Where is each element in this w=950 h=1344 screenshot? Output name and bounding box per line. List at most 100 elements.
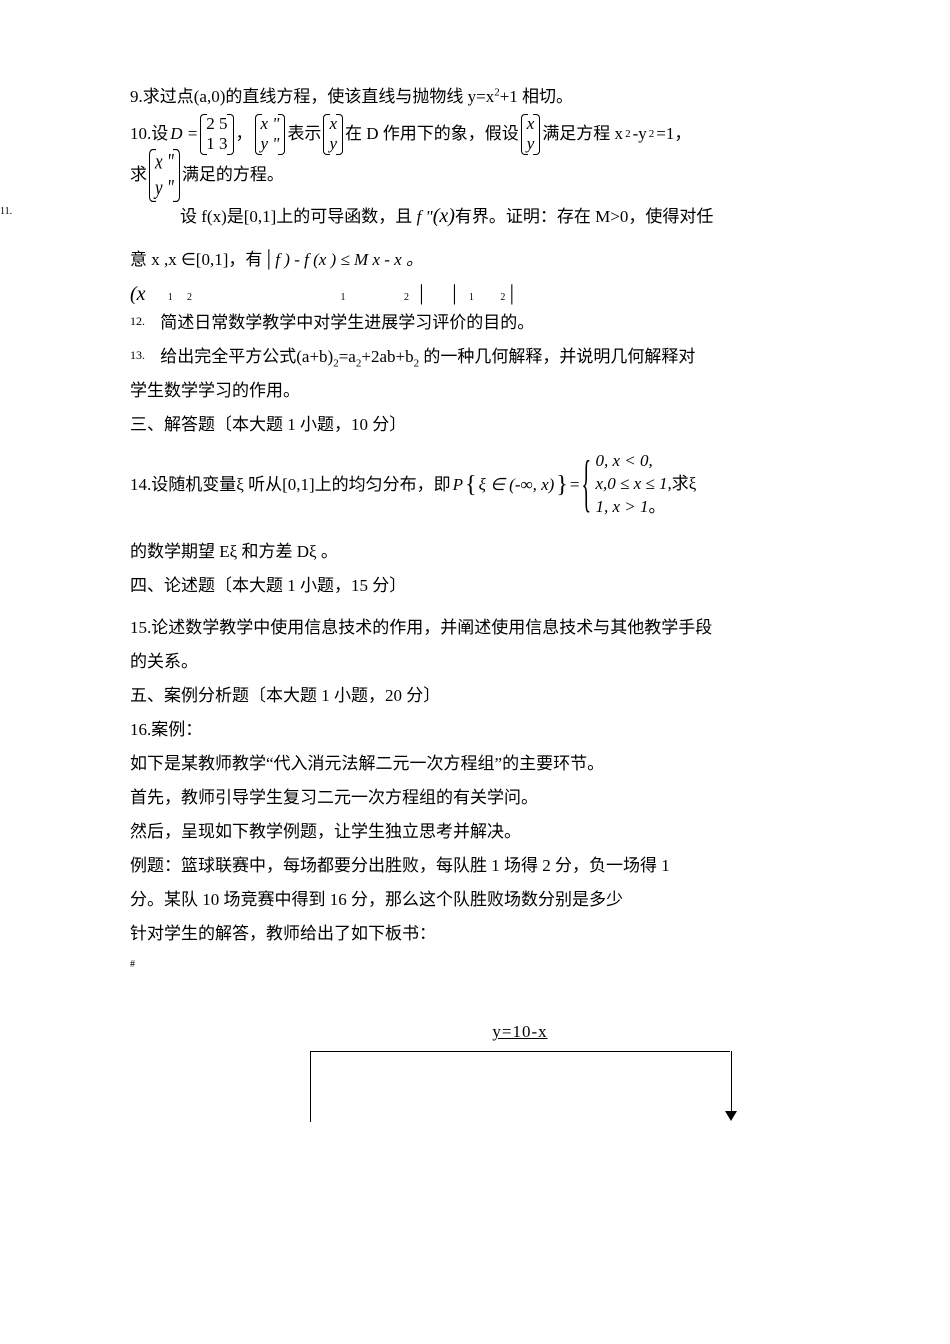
matrix-xy2-r2: y [329,134,337,154]
q11-fp: f " [417,207,433,226]
question-10-line2: 求 x " y " 满足的方程。 [130,155,820,196]
matrix-xy1-r1: x " [261,114,280,134]
q15-b: 的关系。 [130,652,198,671]
q16-line-f: 针对学生的解答，教师给出了如下板书： [130,917,820,951]
q14-tail: 求ξ [672,474,697,493]
q10-mid3: 满足方程 x [542,117,623,151]
q16-line-e: 分。某队 10 场竞赛中得到 16 分，那么这个队胜败场数分别是多少 [130,883,820,917]
q15-a: 15.论述数学教学中使用信息技术的作用，并阐述使用信息技术与其他教学手段 [130,618,712,637]
question-11-line1: 11. 设 f(x)是[0,1]上的可导函数，且 f "(x)有界。证明：存在 … [130,196,820,236]
q9-tail: +1 相切。 [500,87,573,106]
q9-text: 9.求过点(a,0)的直线方程，使该直线与抛物线 y=x [130,87,494,106]
comma: ， [236,117,253,151]
q16-d: 例题：篮球联赛中，每场都要分出胜败，每队胜 1 场得 2 分，负一场得 1 [130,856,670,875]
q16-line-d: 例题：篮球联赛中，每场都要分出胜败，每队胜 1 场得 2 分，负一场得 1 [130,849,820,883]
q13-d: 的一种几何解释，并说明几何解释对 [419,347,695,366]
q10-mid2: 在 D 作用下的象，假设 [345,117,519,151]
q16-b: 首先，教师引导学生复习二元一次方程组的有关学问。 [130,788,538,807]
q16-e: 分。某队 10 场竞赛中得到 16 分，那么这个队胜败场数分别是多少 [130,890,623,909]
q14-b: 的数学期望 Eξ 和方差 Dξ 。 [130,542,338,561]
question-9: 9.求过点(a,0)的直线方程，使该直线与抛物线 y=x2+1 相切。 [130,80,820,114]
question-12: 12. 简述日常数学教学中对学生进展学习评价的目的。 [130,306,820,340]
question-13-line2: 学生数学学习的作用。 [130,374,820,408]
q11-paren: (x [130,283,146,305]
q13-num: 13. [130,340,156,371]
q10-prefix: 10.设 [130,117,168,151]
pw-r3: 1, x > 1 [595,497,648,516]
pw-r2: x,0 ≤ x ≤ 1, [595,474,671,493]
q11-sub2: 2 [187,292,192,303]
q16-c: 然后，呈现如下教学例题，让学生独立思考并解决。 [130,822,521,841]
q11-a: 设 f(x)是[0,1]上的可导函数，且 [180,207,417,226]
matrix-xy1-r2: y " [261,134,280,154]
q13-a: 给出完全平方公式(a+b) [160,347,333,366]
q10-mid1: 表示 [287,117,321,151]
q11-sub5: 1 [469,292,474,303]
matrix-D: 2 5 1 3 [200,114,233,155]
piecewise-block: 0, x < 0, x,0 ≤ x ≤ 1,求ξ 1, x > 1。 [581,450,696,519]
section-4-heading: 四、论述题〔本大题 1 小题，15 分〕 [130,569,820,603]
q14-a: 14.设随机变量ξ 听从[0,1]上的均匀分布，即 [130,468,451,502]
q13-c: +2ab+b [361,347,413,366]
q16-line-b: 首先，教师引导学生复习二元一次方程组的有关学问。 [130,781,820,815]
q10-mid5: =1， [656,117,691,151]
q10-mid4: -y [633,117,647,151]
q11-left: f ) [275,250,290,269]
matrix-xy3-r1: x [527,114,535,134]
q10-s2a: 2 [625,123,631,145]
q16-a: 如下是某教师教学“代入消元法解二元一次方程组”的主要环节。 [130,754,604,773]
q12-text: 简述日常数学教学中对学生进展学习评价的目的。 [160,313,534,332]
q11-c: 意 x ,x ∈[0,1]，有 [130,250,262,269]
q16-line-a: 如下是某教师教学“代入消元法解二元一次方程组”的主要环节。 [130,747,820,781]
question-10-line1: 10.设 D = 2 5 1 3 ， x " y " 表示 x y 在 D 作用… [130,114,820,155]
q11-le: ≤ M x - x 。 [340,250,423,269]
section-5-heading: 五、案例分析题〔本大题 1 小题，20 分〕 [130,679,820,713]
arrow-line [731,1051,732,1119]
footnote-mark: # [130,955,820,975]
q16-line-c: 然后，呈现如下教学例题，让学生独立思考并解决。 [130,815,820,849]
q14-set: ξ ∈ (-∞, x) [479,468,555,502]
matrix-xy1: x " y " [255,114,286,155]
q10-s2b: 2 [649,123,655,145]
pw-r1: 0, x < 0, [595,450,696,473]
q11-sub1: 1 [168,292,173,303]
flow-diagram: y=10-x [310,1015,730,1122]
question-16-heading: 16.案例： [130,713,820,747]
question-15-line2: 的关系。 [130,645,820,679]
q11-sub3: 1 [341,292,346,303]
matrix-D-r2: 1 3 [206,134,227,154]
q16-f: 针对学生的解答，教师给出了如下板书： [130,924,436,943]
question-14-line2: 的数学期望 Eξ 和方差 Dξ 。 [130,535,820,569]
question-11-line2: 意 x ,x ∈[0,1]，有 | f ) - f (x ) ≤ M x - x… [130,236,820,280]
matrix-xy4: x " y " [149,149,180,202]
matrix-xy2: x y [323,114,343,155]
q10-b2: 满足的方程。 [182,158,284,192]
q11-mid: - f (x ) [294,250,336,269]
q13-b: =a [339,347,356,366]
q14-eq: = [570,468,580,502]
matrix-xy3-r2: y [527,134,535,154]
q11-b: 有界。证明：存在 M>0，使得对任 [455,207,713,226]
question-13-line1: 13. 给出完全平方公式(a+b)2=a2+2ab+b2 的一种几何解释，并说明… [130,340,820,374]
matrix-xy2-r1: x [329,114,337,134]
q12-num: 12. [130,306,156,337]
matrix-D-r1: 2 5 [206,114,227,134]
sec5-text: 五、案例分析题〔本大题 1 小题，20 分〕 [130,686,440,705]
sec3-text: 三、解答题〔本大题 1 小题，10 分〕 [130,415,406,434]
section-3-heading: 三、解答题〔本大题 1 小题，10 分〕 [130,408,820,442]
matrix-xy4-r1: x " [155,149,174,176]
q14-dot: 。 [648,497,665,516]
q13-e: 学生数学学习的作用。 [130,381,300,400]
q14-P: P [453,468,463,502]
q11-sub6: 2 [500,292,505,303]
q11-label: 11. [0,202,12,222]
q11-sub4: 2 [404,292,409,303]
sec4-text: 四、论述题〔本大题 1 小题，15 分〕 [130,576,406,595]
q10-b: 求 [130,158,147,192]
q11-fx: (x) [433,205,455,227]
question-15-line1: 15.论述数学教学中使用信息技术的作用，并阐述使用信息技术与其他教学手段 [130,611,820,645]
diagram-label: y=10-x [310,1015,730,1049]
question-14-line1: 14.设随机变量ξ 听从[0,1]上的均匀分布，即 P { ξ ∈ (-∞, x… [130,450,820,519]
q10-D: D = [170,117,198,151]
q16-text: 16.案例： [130,720,202,739]
